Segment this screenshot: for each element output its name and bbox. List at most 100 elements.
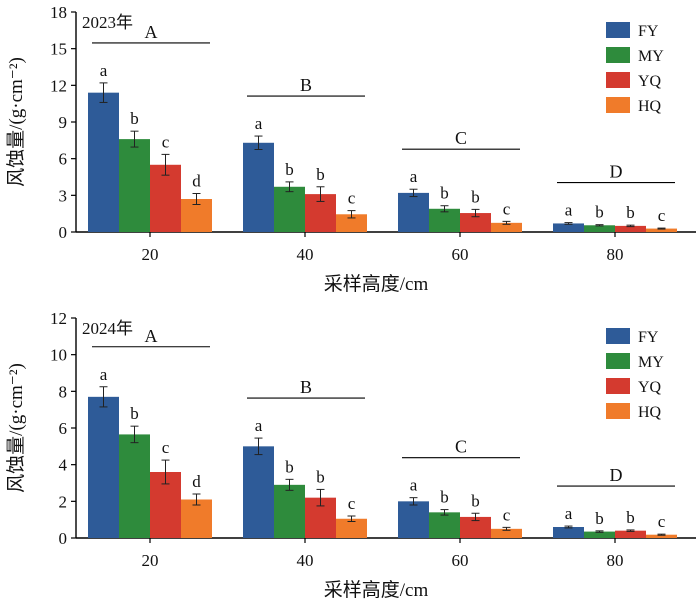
bar-fy bbox=[243, 446, 274, 538]
x-tick-label: 80 bbox=[607, 245, 624, 264]
bar-fy bbox=[553, 527, 584, 538]
significance-letter: c bbox=[162, 132, 170, 151]
x-tick-label: 40 bbox=[297, 245, 314, 264]
legend-swatch-hq bbox=[606, 97, 630, 113]
bar-yq bbox=[460, 213, 491, 232]
bar-my bbox=[584, 225, 615, 232]
significance-letter: b bbox=[626, 508, 635, 527]
significance-letter: a bbox=[565, 201, 573, 220]
bar-yq bbox=[150, 164, 181, 232]
x-tick-label: 80 bbox=[607, 551, 624, 570]
y-tick-label: 3 bbox=[59, 186, 68, 205]
bar-my bbox=[429, 208, 460, 232]
significance-letter: b bbox=[316, 165, 325, 184]
significance-letter: a bbox=[255, 416, 263, 435]
bar-fy bbox=[398, 501, 429, 538]
group-letter: B bbox=[300, 75, 312, 95]
y-axis-label: 风蚀量/(g·cm⁻²) bbox=[5, 57, 27, 187]
x-tick-label: 40 bbox=[297, 551, 314, 570]
group-letter: D bbox=[610, 465, 623, 485]
bar-my bbox=[274, 186, 305, 232]
significance-letter: b bbox=[595, 203, 604, 222]
bar-my bbox=[119, 139, 150, 232]
significance-letter: a bbox=[255, 114, 263, 133]
y-tick-label: 15 bbox=[50, 40, 67, 59]
y-tick-label: 0 bbox=[59, 223, 68, 242]
significance-letter: a bbox=[410, 167, 418, 186]
bar-hq bbox=[491, 222, 522, 232]
legend-label: YQ bbox=[638, 379, 662, 396]
legend-label: HQ bbox=[638, 404, 662, 421]
bar-fy bbox=[398, 192, 429, 232]
significance-letter: a bbox=[410, 476, 418, 495]
bar-fy bbox=[243, 142, 274, 232]
y-tick-label: 6 bbox=[59, 150, 68, 169]
significance-letter: b bbox=[595, 509, 604, 528]
significance-letter: c bbox=[658, 206, 666, 225]
y-tick-label: 12 bbox=[50, 309, 67, 328]
bar-my bbox=[119, 434, 150, 538]
significance-letter: a bbox=[100, 61, 108, 80]
panel-label: 2024年 bbox=[82, 319, 133, 338]
x-axis-label: 采样高度/cm bbox=[324, 579, 429, 601]
legend-swatch-yq bbox=[606, 72, 630, 88]
chart-panel-2023: 0 3 6 9 12 15 18 风蚀量/(g·cm⁻²) 采样高度/cm 2023年 20 a b c d… bbox=[5, 3, 696, 295]
significance-letter: b bbox=[626, 203, 635, 222]
y-tick-label: 10 bbox=[50, 346, 67, 365]
significance-letter: c bbox=[658, 512, 666, 531]
x-axis-label: 采样高度/cm bbox=[324, 273, 429, 295]
group-letter: A bbox=[145, 326, 158, 346]
chart-panel-2024: 0 2 4 6 8 10 12 风蚀量/(g·cm⁻²) 采样高度/cm 2024年 20 a b c d A… bbox=[5, 309, 696, 601]
y-tick-label: 2 bbox=[59, 492, 68, 511]
bar-hq bbox=[336, 518, 367, 538]
panel-label: 2023年 bbox=[82, 13, 133, 32]
legend-label: MY bbox=[638, 354, 664, 371]
group-letter: D bbox=[610, 162, 623, 182]
bar-my bbox=[274, 484, 305, 538]
significance-letter: c bbox=[348, 494, 356, 513]
significance-letter: a bbox=[100, 365, 108, 384]
legend-label: YQ bbox=[638, 73, 662, 90]
legend-swatch-yq bbox=[606, 378, 630, 394]
legend-swatch-hq bbox=[606, 403, 630, 419]
bar-fy bbox=[88, 92, 119, 233]
significance-letter: b bbox=[440, 488, 449, 507]
significance-letter: b bbox=[130, 404, 139, 423]
y-tick-label: 12 bbox=[50, 76, 67, 95]
significance-letter: b bbox=[471, 187, 480, 206]
significance-letter: c bbox=[503, 199, 511, 218]
legend-swatch-fy bbox=[606, 328, 630, 344]
bar-hq bbox=[181, 499, 212, 538]
significance-letter: b bbox=[316, 467, 325, 486]
significance-letter: c bbox=[503, 505, 511, 524]
x-tick-label: 60 bbox=[452, 551, 469, 570]
bar-yq bbox=[615, 225, 646, 232]
group-letter: C bbox=[455, 437, 467, 457]
bar-hq bbox=[646, 534, 677, 538]
significance-letter: c bbox=[348, 189, 356, 208]
y-tick-label: 4 bbox=[59, 456, 68, 475]
bar-hq bbox=[336, 214, 367, 232]
legend-swatch-fy bbox=[606, 22, 630, 38]
significance-letter: b bbox=[285, 457, 294, 476]
legend-label: HQ bbox=[638, 98, 662, 115]
y-axis-label: 风蚀量/(g·cm⁻²) bbox=[5, 363, 27, 493]
x-tick-label: 20 bbox=[142, 551, 159, 570]
legend-label: FY bbox=[638, 329, 659, 346]
legend-swatch-my bbox=[606, 353, 630, 369]
bar-yq bbox=[615, 530, 646, 538]
legend-label: FY bbox=[638, 23, 659, 40]
group-letter: A bbox=[145, 22, 158, 42]
bar-my bbox=[584, 531, 615, 538]
x-tick-label: 60 bbox=[452, 245, 469, 264]
group-letter: C bbox=[455, 128, 467, 148]
significance-letter: b bbox=[130, 109, 139, 128]
bar-my bbox=[429, 512, 460, 538]
bar-hq bbox=[491, 528, 522, 538]
significance-letter: a bbox=[565, 504, 573, 523]
bar-fy bbox=[553, 223, 584, 232]
significance-letter: d bbox=[192, 172, 201, 191]
significance-letter: b bbox=[285, 160, 294, 179]
significance-letter: b bbox=[440, 184, 449, 203]
